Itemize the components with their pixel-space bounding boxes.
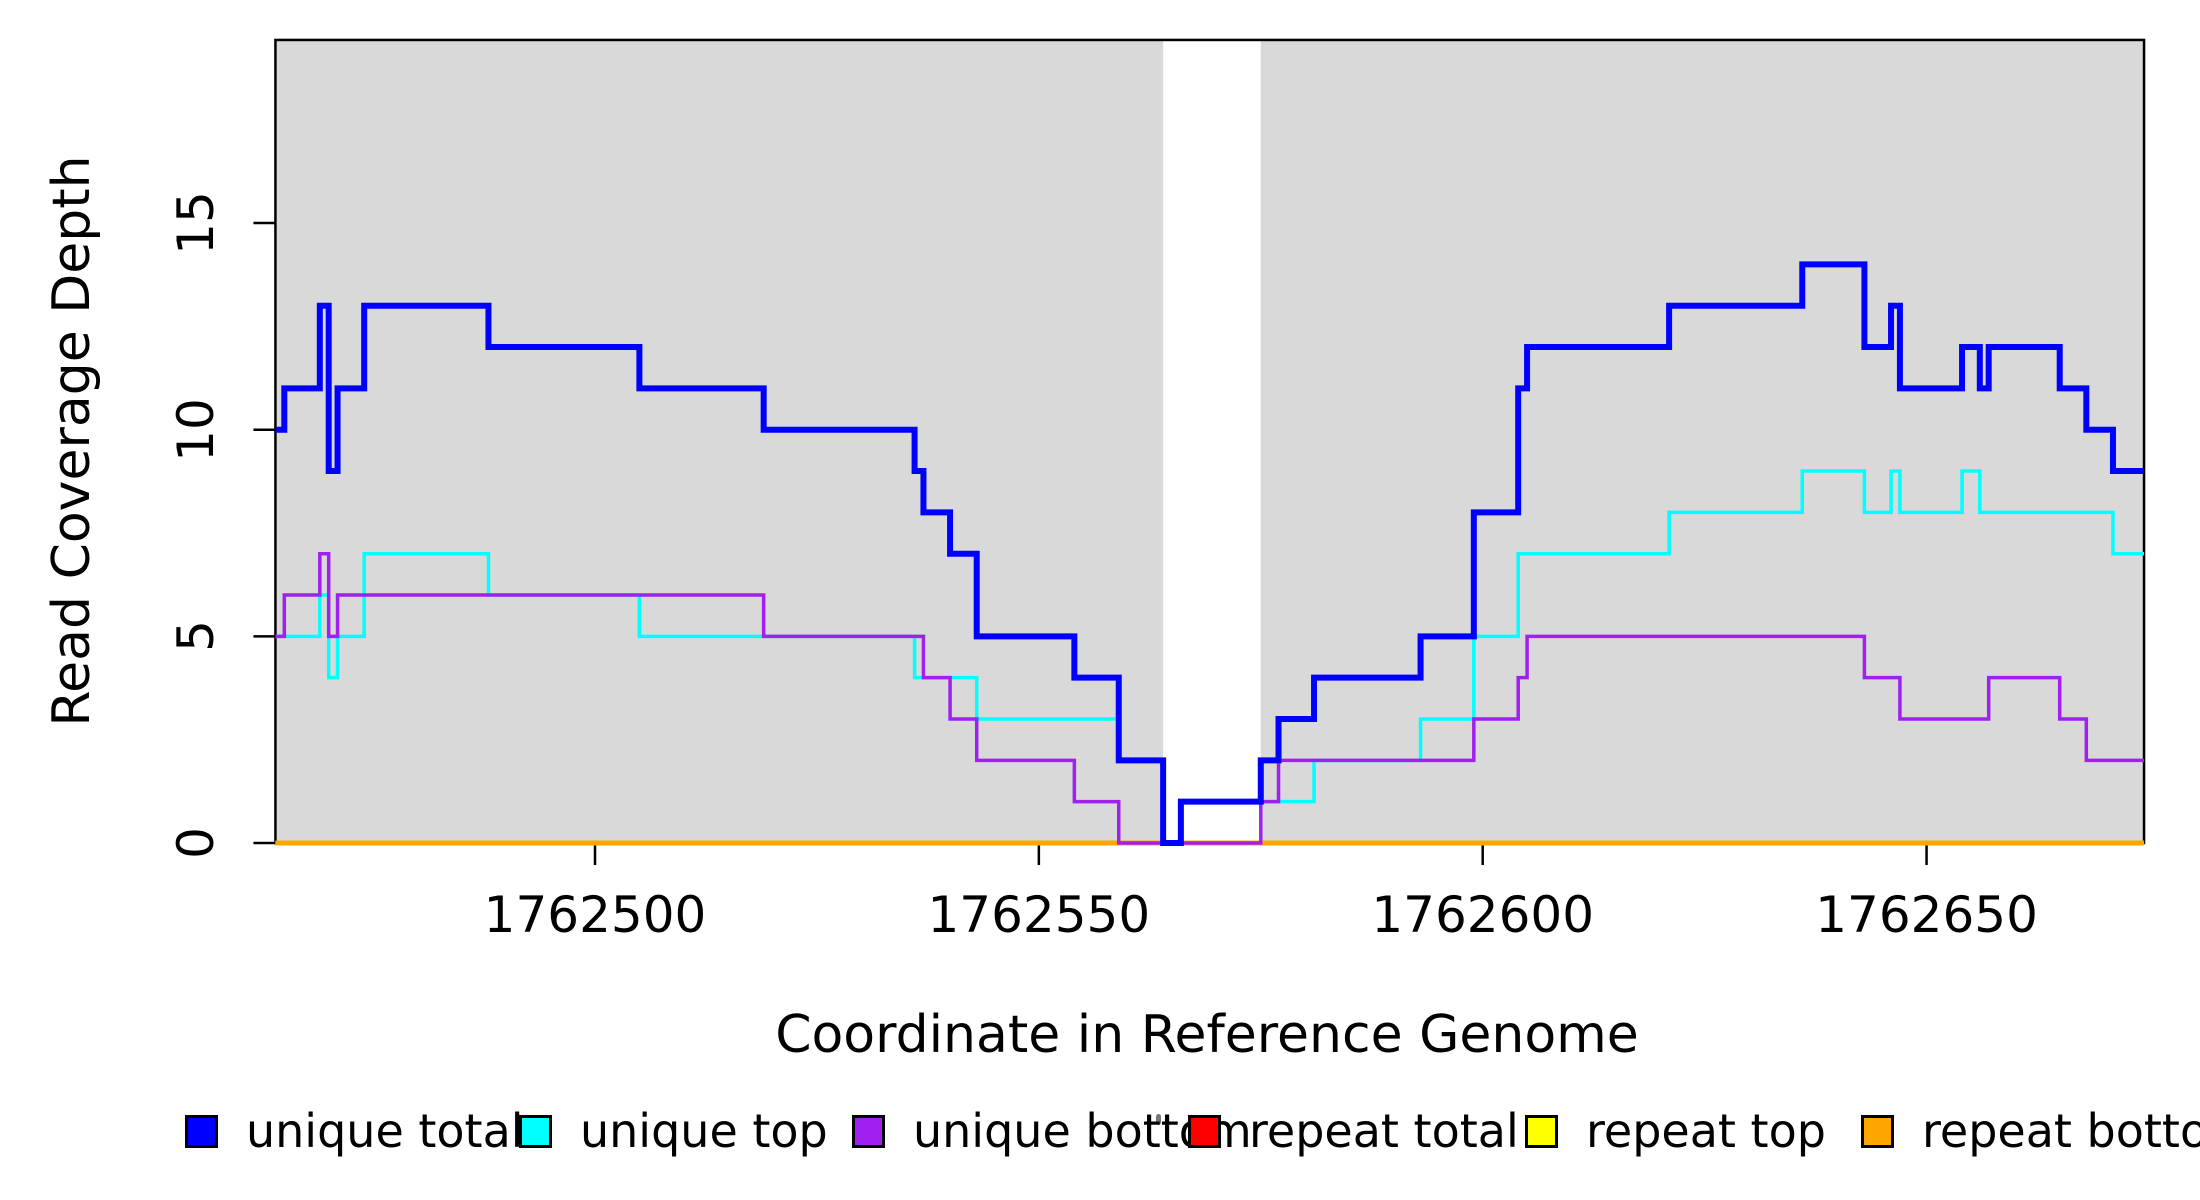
legend-item-repeat-top: repeat top — [1525, 1104, 1826, 1158]
series-unique-bottom-line — [275, 551, 2145, 845]
shaded-region — [1260, 39, 2145, 843]
legend-item-repeat-bottom: repeat bottom — [1861, 1104, 2200, 1158]
x-axis-title: Coordinate in Reference Genome — [775, 1005, 1639, 1065]
repeat-total-swatch — [1188, 1114, 1221, 1148]
y-tick-label: 15 — [167, 191, 225, 255]
stray-mark — [1156, 1114, 1161, 1125]
legend-item-unique-bottom: unique bottom — [852, 1104, 1252, 1158]
series-unique-top-line — [275, 469, 2145, 845]
x-tick-label: 1762550 — [927, 886, 1151, 944]
unique-bottom-swatch — [852, 1114, 885, 1148]
unique-total-swatch — [185, 1114, 218, 1148]
legend: unique total unique top unique bottom re… — [0, 1104, 2200, 1164]
legend-label: repeat top — [1586, 1104, 1826, 1158]
y-tick-label: 5 — [167, 620, 225, 653]
legend-item-repeat-total: repeat total — [1188, 1104, 1519, 1158]
x-tick-label: 1762500 — [483, 886, 707, 944]
y-tick-label: 0 — [167, 827, 225, 859]
unique-top-swatch — [519, 1114, 552, 1148]
shaded-region — [275, 39, 1164, 843]
repeat-bottom-swatch — [1861, 1114, 1894, 1148]
legend-label: repeat bottom — [1922, 1104, 2200, 1158]
y-tick-label: 10 — [167, 397, 225, 462]
y-axis-title: Read Coverage Depth — [42, 155, 102, 727]
x-tick-label: 1762650 — [1815, 886, 2038, 944]
x-tick-label: 1762600 — [1371, 886, 1595, 944]
legend-label: unique total — [246, 1104, 524, 1158]
repeat-top-swatch — [1525, 1114, 1558, 1148]
legend-label: repeat total — [1249, 1104, 1519, 1158]
legend-item-unique-top: unique top — [519, 1104, 828, 1158]
series-unique-total-line — [275, 261, 2145, 846]
legend-item-unique-total: unique total — [185, 1104, 524, 1158]
legend-label: unique top — [580, 1104, 828, 1158]
